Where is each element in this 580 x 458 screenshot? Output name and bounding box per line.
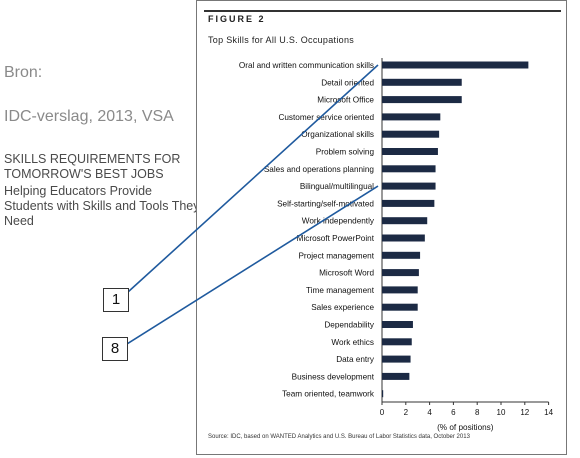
bar bbox=[382, 338, 412, 346]
bar bbox=[382, 78, 462, 86]
document-title: SKILLS REQUIREMENTS FOR TOMORROW'S BEST … bbox=[4, 152, 181, 181]
callout-line-1 bbox=[127, 64, 379, 293]
category-label: Team oriented, teamwork bbox=[282, 390, 375, 399]
category-label: Dependability bbox=[324, 321, 375, 330]
category-label: Problem solving bbox=[316, 148, 375, 157]
bar bbox=[382, 61, 529, 69]
category-label: Time management bbox=[306, 286, 375, 295]
callout-box-1: 1 bbox=[103, 288, 129, 312]
source-report: IDC-verslag, 2013, VSA bbox=[4, 108, 174, 125]
chart-source: Source: IDC, based on WANTED Analytics a… bbox=[208, 434, 470, 440]
x-tick-label: 6 bbox=[451, 408, 456, 417]
category-label: Sales experience bbox=[311, 303, 374, 312]
category-label: Customer service oriented bbox=[278, 113, 374, 122]
bar bbox=[382, 113, 441, 121]
figure-label: FIGURE 2 bbox=[208, 14, 266, 24]
document-subtitle: Helping Educators Provide Students with … bbox=[4, 184, 200, 228]
bar bbox=[382, 182, 436, 190]
x-tick-label: 12 bbox=[520, 408, 529, 417]
x-axis-label: (% of positions) bbox=[437, 423, 494, 432]
category-label: Microsoft Word bbox=[319, 269, 374, 278]
x-tick-label: 4 bbox=[427, 408, 432, 417]
category-label: Oral and written communication skills bbox=[239, 61, 374, 70]
x-tick-label: 10 bbox=[497, 408, 506, 417]
bar bbox=[382, 96, 462, 104]
bar bbox=[382, 217, 428, 225]
chart-title: Top Skills for All U.S. Occupations bbox=[208, 35, 355, 45]
category-label: Data entry bbox=[336, 355, 375, 364]
x-tick-label: 8 bbox=[475, 408, 480, 417]
figure-top-rule bbox=[204, 10, 561, 12]
bar bbox=[382, 130, 440, 138]
bar bbox=[382, 355, 411, 363]
category-label: Work ethics bbox=[331, 338, 374, 347]
category-label: Self-starting/self-motivated bbox=[277, 199, 374, 208]
bar bbox=[382, 303, 418, 311]
category-label: Microsoft Office bbox=[317, 96, 374, 105]
bar bbox=[382, 321, 413, 328]
bar bbox=[382, 251, 421, 259]
bar bbox=[382, 148, 438, 155]
bar bbox=[382, 372, 410, 380]
source-label: Bron: bbox=[4, 64, 43, 81]
category-label: Organizational skills bbox=[301, 130, 374, 139]
callout-box-8: 8 bbox=[102, 337, 128, 361]
category-label: Work independently bbox=[302, 217, 375, 226]
callout-line-8 bbox=[126, 185, 379, 345]
category-label: Detail oriented bbox=[321, 78, 374, 87]
bar bbox=[382, 269, 419, 277]
x-tick-label: 14 bbox=[544, 408, 553, 417]
bar bbox=[382, 234, 425, 242]
bar bbox=[382, 390, 384, 398]
x-tick-label: 2 bbox=[404, 408, 409, 417]
bar bbox=[382, 286, 418, 294]
category-label: Business development bbox=[292, 372, 375, 381]
category-label: Project management bbox=[298, 251, 374, 260]
category-label: Bilingual/multilingual bbox=[300, 182, 374, 191]
x-tick-label: 0 bbox=[380, 408, 385, 417]
bar bbox=[382, 165, 436, 173]
category-label: Sales and operations planning bbox=[264, 165, 375, 174]
category-label: Microsoft PowerPoint bbox=[297, 234, 375, 243]
bar bbox=[382, 199, 435, 207]
source-panel: Bron: IDC-verslag, 2013, VSA SKILLS REQU… bbox=[0, 0, 200, 458]
